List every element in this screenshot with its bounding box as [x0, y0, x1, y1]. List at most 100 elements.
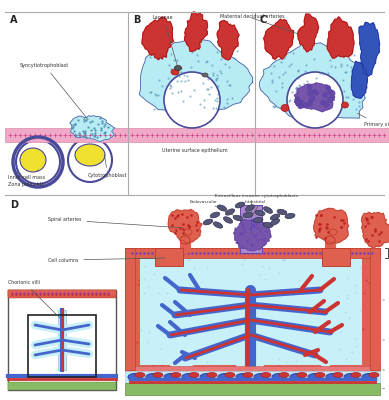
- Text: Extravillous invasive cytotrophoblasts: Extravillous invasive cytotrophoblasts: [215, 194, 298, 198]
- Bar: [255, 128, 389, 142]
- Ellipse shape: [263, 207, 273, 213]
- Ellipse shape: [261, 372, 271, 378]
- Polygon shape: [70, 116, 114, 142]
- Circle shape: [68, 138, 112, 182]
- Ellipse shape: [279, 372, 289, 378]
- Ellipse shape: [233, 215, 243, 221]
- Polygon shape: [351, 61, 367, 98]
- Ellipse shape: [344, 374, 358, 380]
- Polygon shape: [185, 12, 207, 51]
- Text: Cell columns: Cell columns: [48, 258, 165, 262]
- Circle shape: [295, 101, 300, 106]
- Circle shape: [326, 85, 331, 90]
- Ellipse shape: [243, 372, 253, 378]
- Bar: [125, 248, 380, 370]
- Bar: [8, 382, 116, 390]
- Circle shape: [164, 72, 220, 128]
- Circle shape: [312, 89, 317, 94]
- Text: A: A: [10, 15, 18, 25]
- Ellipse shape: [245, 205, 254, 211]
- Polygon shape: [264, 19, 294, 59]
- Circle shape: [287, 72, 343, 128]
- Text: Uterine surface epithelium: Uterine surface epithelium: [162, 148, 228, 153]
- Ellipse shape: [235, 202, 245, 208]
- Bar: [128, 128, 255, 142]
- Ellipse shape: [202, 73, 208, 77]
- Bar: [8, 290, 116, 298]
- Bar: [8, 290, 116, 390]
- Text: Lacunae: Lacunae: [153, 15, 177, 65]
- Ellipse shape: [308, 374, 322, 380]
- Ellipse shape: [362, 374, 376, 380]
- Circle shape: [298, 100, 303, 105]
- Text: Zona pellucida: Zona pellucida: [8, 172, 44, 187]
- Ellipse shape: [175, 66, 182, 70]
- Text: Mesenchyme: Mesenchyme: [383, 388, 389, 392]
- Polygon shape: [234, 220, 271, 251]
- Circle shape: [324, 102, 329, 108]
- Ellipse shape: [326, 374, 340, 380]
- Polygon shape: [139, 40, 253, 121]
- Ellipse shape: [290, 374, 304, 380]
- Ellipse shape: [297, 372, 307, 378]
- Circle shape: [303, 103, 308, 108]
- Circle shape: [16, 140, 60, 184]
- Ellipse shape: [263, 222, 273, 228]
- Bar: [125, 371, 380, 383]
- Bar: [155, 248, 183, 266]
- Polygon shape: [359, 22, 380, 76]
- Circle shape: [321, 100, 326, 105]
- Ellipse shape: [253, 218, 263, 222]
- Text: Spiral arteries: Spiral arteries: [48, 218, 182, 228]
- Ellipse shape: [75, 144, 105, 166]
- Ellipse shape: [325, 236, 335, 244]
- Text: Maternal blood in
intervillous space: Maternal blood in intervillous space: [383, 296, 389, 304]
- Ellipse shape: [128, 374, 142, 380]
- Ellipse shape: [218, 374, 232, 380]
- Bar: [28, 315, 96, 377]
- Circle shape: [328, 90, 333, 94]
- Polygon shape: [314, 208, 349, 243]
- Ellipse shape: [277, 209, 287, 215]
- Ellipse shape: [214, 222, 223, 228]
- Bar: [58, 310, 66, 370]
- Ellipse shape: [351, 372, 361, 378]
- Ellipse shape: [333, 372, 343, 378]
- Polygon shape: [259, 40, 368, 120]
- Ellipse shape: [135, 372, 145, 378]
- Text: Primary villi: Primary villi: [357, 113, 389, 127]
- Ellipse shape: [243, 212, 253, 218]
- Text: Syncytiotrophoblast: Syncytiotrophoblast: [20, 63, 88, 120]
- Ellipse shape: [180, 236, 190, 244]
- Bar: [125, 248, 380, 258]
- Text: Chorionic villi: Chorionic villi: [8, 280, 60, 318]
- Ellipse shape: [255, 210, 265, 216]
- Bar: [240, 205, 262, 253]
- Ellipse shape: [210, 212, 220, 218]
- Text: Fetal blood vessels: Fetal blood vessels: [383, 368, 389, 372]
- Ellipse shape: [225, 372, 235, 378]
- Text: Endovascular: Endovascular: [190, 200, 218, 204]
- Ellipse shape: [171, 372, 181, 378]
- Circle shape: [307, 85, 312, 90]
- Bar: [125, 383, 380, 395]
- Text: Cytotrophoblast: Cytotrophoblast: [88, 155, 128, 178]
- Bar: [370, 248, 380, 370]
- Ellipse shape: [223, 217, 233, 223]
- Text: B: B: [133, 15, 140, 25]
- Text: Interstitial: Interstitial: [245, 200, 266, 204]
- Ellipse shape: [342, 102, 349, 108]
- Ellipse shape: [153, 372, 163, 378]
- Ellipse shape: [182, 374, 196, 380]
- Circle shape: [314, 90, 319, 95]
- Ellipse shape: [207, 372, 217, 378]
- Polygon shape: [217, 20, 239, 60]
- Ellipse shape: [184, 229, 192, 235]
- Ellipse shape: [146, 374, 160, 380]
- Polygon shape: [168, 210, 202, 243]
- Circle shape: [307, 102, 312, 107]
- Ellipse shape: [171, 69, 179, 75]
- Ellipse shape: [189, 372, 199, 378]
- Ellipse shape: [217, 205, 227, 211]
- Polygon shape: [142, 17, 173, 60]
